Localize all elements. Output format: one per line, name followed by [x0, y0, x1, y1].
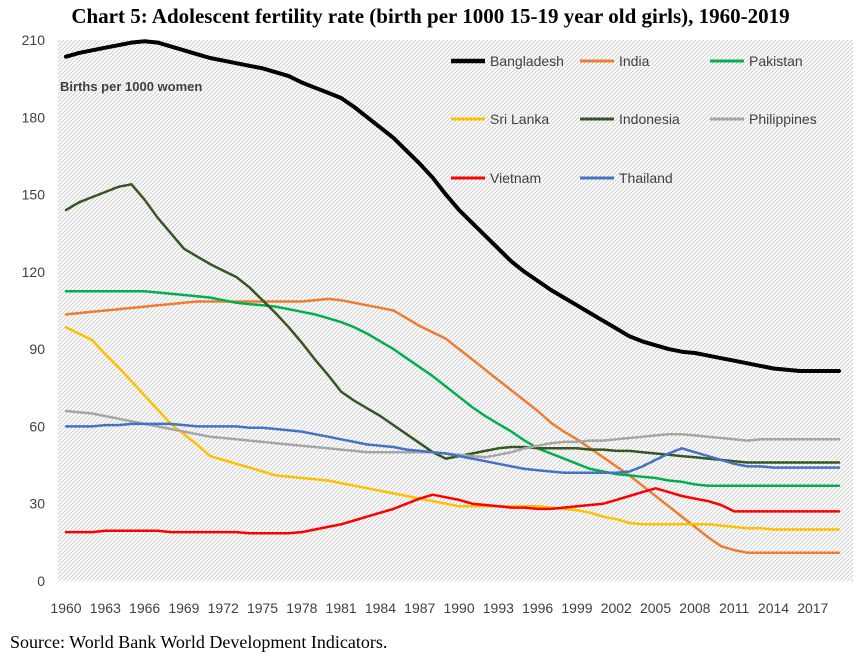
- x-tick-label: 1969: [168, 600, 199, 616]
- y-axis-label: Births per 1000 women: [60, 79, 202, 94]
- series-line-indonesia: [64, 183, 841, 464]
- y-tick-label: 210: [22, 32, 46, 48]
- x-tick-label: 2011: [719, 600, 749, 616]
- chart-title: Chart 5: Adolescent fertility rate (birt…: [71, 4, 790, 28]
- legend-label: Pakistan: [749, 53, 803, 69]
- y-tick-label: 0: [37, 573, 45, 589]
- source-note: Source: World Bank World Development Ind…: [10, 632, 388, 652]
- series-line-vietnam: [64, 487, 841, 535]
- x-tick-label: 1966: [129, 600, 160, 616]
- x-axis: 1960 1963 1966 1969 1972 1975 1978 1981 1984 1987…: [50, 600, 828, 616]
- x-tick-label: 2002: [601, 600, 632, 616]
- x-tick-label: 1960: [50, 600, 81, 616]
- legend-label: Thailand: [619, 170, 673, 186]
- x-tick-label: 1984: [365, 600, 396, 616]
- legend-label: Philippines: [749, 111, 817, 127]
- y-tick-label: 120: [22, 264, 46, 280]
- y-tick-label: 180: [22, 109, 46, 125]
- x-tick-label: 1996: [522, 600, 553, 616]
- y-tick-label: 30: [29, 496, 45, 512]
- legend-label: Vietnam: [490, 170, 541, 186]
- x-tick-label: 2014: [758, 600, 789, 616]
- legend-label: Sri Lanka: [490, 111, 549, 127]
- series-lines: [64, 39, 841, 554]
- x-tick-label: 2017: [797, 600, 828, 616]
- series-line-india: [64, 297, 841, 554]
- series-line-bangladesh: [64, 39, 841, 373]
- plot-area: [58, 40, 853, 581]
- x-tick-label: 1963: [90, 600, 121, 616]
- x-tick-label: 2008: [679, 600, 710, 616]
- x-tick-label: 1975: [247, 600, 278, 616]
- x-tick-label: 1987: [404, 600, 435, 616]
- x-tick-label: 1990: [443, 600, 474, 616]
- y-tick-label: 90: [29, 341, 45, 357]
- x-tick-label: 1981: [326, 600, 357, 616]
- y-tick-label: 150: [22, 187, 46, 203]
- x-tick-label: 1993: [483, 600, 514, 616]
- y-tick-label: 60: [29, 418, 45, 434]
- legend: Bangladesh India Pakistan Sri Lanka Indonesi…: [451, 53, 817, 186]
- series-line-sri-lanka: [64, 325, 841, 531]
- y-axis: 0 30 60 90 120 150 180 210: [22, 32, 46, 589]
- x-tick-label: 1999: [561, 600, 592, 616]
- legend-label: Bangladesh: [490, 53, 564, 69]
- x-tick-label: 1978: [286, 600, 317, 616]
- series-line-thailand: [64, 422, 841, 475]
- x-tick-label: 1972: [208, 600, 239, 616]
- legend-label: India: [619, 53, 650, 69]
- series-line-pakistan: [64, 289, 841, 487]
- legend-label: Indonesia: [619, 111, 680, 127]
- x-tick-label: 2005: [640, 600, 671, 616]
